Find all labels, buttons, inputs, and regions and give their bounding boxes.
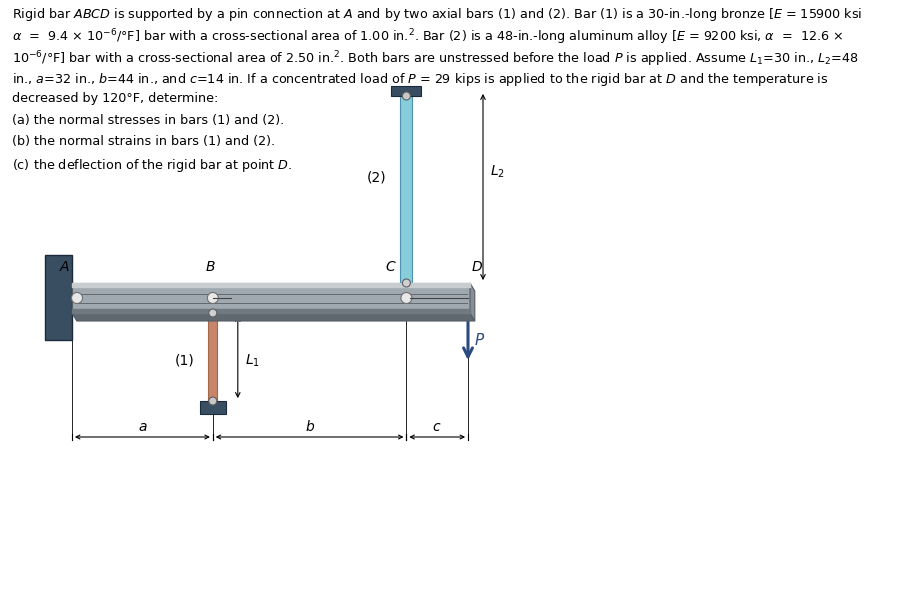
Text: $c$: $c$ — [433, 420, 442, 434]
Polygon shape — [470, 283, 475, 321]
FancyBboxPatch shape — [208, 313, 217, 401]
Text: decreased by 120°F, determine:: decreased by 120°F, determine: — [12, 92, 218, 105]
Text: $D$: $D$ — [471, 260, 483, 274]
Text: $B$: $B$ — [205, 260, 216, 274]
Text: $L_2$: $L_2$ — [490, 164, 505, 180]
Text: (b) the normal strains in bars (1) and (2).: (b) the normal strains in bars (1) and (… — [12, 135, 275, 148]
Circle shape — [402, 279, 411, 287]
Text: $a$: $a$ — [137, 420, 147, 434]
FancyBboxPatch shape — [72, 283, 470, 313]
Circle shape — [209, 309, 216, 317]
Circle shape — [209, 397, 216, 405]
Text: (2): (2) — [367, 170, 387, 184]
Polygon shape — [72, 313, 475, 321]
Text: $b$: $b$ — [305, 419, 315, 434]
Text: Rigid bar $\mathit{ABCD}$ is supported by a pin connection at $\mathit{A}$ and b: Rigid bar $\mathit{ABCD}$ is supported b… — [12, 6, 862, 23]
Circle shape — [72, 293, 83, 304]
Text: $P$: $P$ — [474, 333, 485, 349]
Text: $L_1$: $L_1$ — [245, 353, 260, 369]
Text: in., $a$=32 in., $b$=44 in., and $c$=14 in. If a concentrated load of $P$ = 29 k: in., $a$=32 in., $b$=44 in., and $c$=14 … — [12, 70, 829, 87]
Text: $\alpha$  =  9.4 $\times$ 10$^{-6}$/°F] bar with a cross-sectional area of 1.00 : $\alpha$ = 9.4 $\times$ 10$^{-6}$/°F] ba… — [12, 28, 844, 47]
Circle shape — [402, 92, 411, 100]
Text: $A$: $A$ — [59, 260, 70, 274]
Text: 10$^{-6}$/°F] bar with a cross-sectional area of 2.50 in.$^2$. Both bars are uns: 10$^{-6}$/°F] bar with a cross-sectional… — [12, 49, 858, 68]
Text: (c) the deflection of the rigid bar at point $D$.: (c) the deflection of the rigid bar at p… — [12, 156, 292, 174]
FancyBboxPatch shape — [401, 96, 413, 283]
FancyBboxPatch shape — [45, 256, 72, 341]
Circle shape — [401, 293, 412, 304]
Text: (1): (1) — [175, 354, 195, 368]
Text: $C$: $C$ — [385, 260, 396, 274]
Text: (a) the normal stresses in bars (1) and (2).: (a) the normal stresses in bars (1) and … — [12, 113, 285, 126]
FancyBboxPatch shape — [200, 401, 226, 414]
FancyBboxPatch shape — [391, 86, 422, 96]
Circle shape — [207, 293, 218, 304]
